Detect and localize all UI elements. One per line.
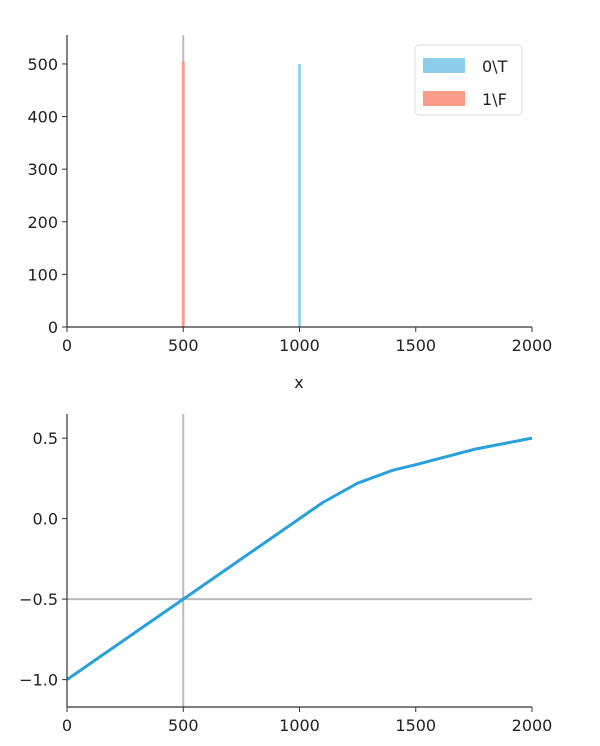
line-axes: 0 500 1000 1500 2000 −1.0 −0.5 0.0 0.5	[19, 414, 552, 735]
y-tick-label: 400	[27, 108, 58, 127]
x-tick-label: 1000	[279, 716, 320, 735]
y-tick-label: 300	[27, 160, 58, 179]
y-tick-label: 0	[48, 318, 58, 337]
y-tick-label: −1.0	[19, 671, 58, 690]
y-tick-label: 200	[27, 213, 58, 232]
x-axis-label: x	[294, 373, 303, 392]
x-tick-label: 1500	[395, 336, 436, 355]
x-tick-label: 0	[62, 336, 72, 355]
y-tick-label: 0.5	[33, 429, 58, 448]
x-tick-label: 2000	[512, 716, 553, 735]
bar-0-0	[298, 63, 301, 327]
legend-swatch-1	[423, 91, 465, 106]
y-tick-label: 0.0	[33, 510, 58, 529]
legend-label-0: 0\T	[482, 57, 508, 76]
x-tick-label: 1000	[279, 336, 320, 355]
legend-swatch-0	[423, 58, 465, 73]
x-tick-label: 2000	[512, 336, 553, 355]
x-tick-label: 500	[168, 336, 199, 355]
x-tick-label: 0	[62, 716, 72, 735]
y-tick-label: 100	[27, 265, 58, 284]
y-tick-label: 500	[27, 55, 58, 74]
y-tick-label: −0.5	[19, 590, 58, 609]
histogram-axes: 0 500 1000 1500 2000 0 100 200 300 400 500	[27, 35, 552, 355]
bar-1-0	[181, 61, 185, 327]
legend-label-1: 1\F	[482, 90, 507, 109]
legend: 0\T 1\F	[414, 44, 523, 116]
x-tick-label: 500	[168, 716, 199, 735]
x-tick-label: 1500	[395, 716, 436, 735]
line-series-0	[66, 436, 533, 681]
